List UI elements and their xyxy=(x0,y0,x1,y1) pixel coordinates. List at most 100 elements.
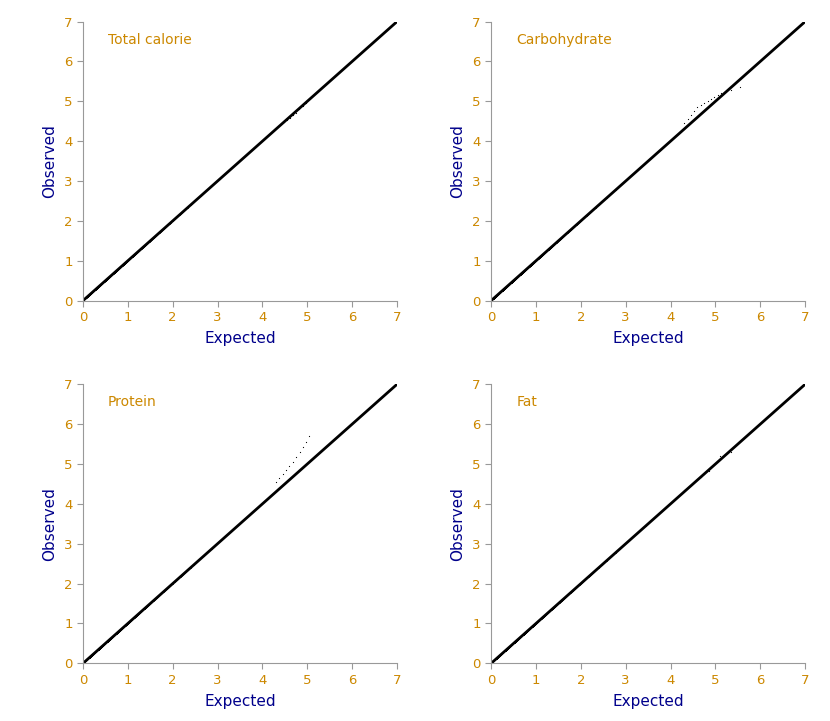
Point xyxy=(97,276,110,288)
Point xyxy=(493,288,506,299)
Point xyxy=(85,650,99,661)
Point xyxy=(100,637,113,649)
Point xyxy=(495,286,508,297)
Point xyxy=(508,274,521,286)
Point xyxy=(122,255,135,266)
Point xyxy=(94,642,107,654)
Point xyxy=(87,286,100,297)
Point xyxy=(89,284,102,296)
Point xyxy=(115,623,128,634)
Point xyxy=(94,642,107,653)
Point xyxy=(489,654,502,665)
Point xyxy=(81,653,95,665)
Point xyxy=(99,637,112,649)
Point xyxy=(89,647,102,658)
Point xyxy=(489,291,502,302)
Point xyxy=(486,294,499,306)
Point xyxy=(492,288,505,299)
Point xyxy=(109,629,122,640)
Point xyxy=(92,644,105,655)
Point xyxy=(499,645,512,656)
Point xyxy=(488,292,501,304)
Point xyxy=(505,277,518,288)
Point xyxy=(488,654,501,665)
Point xyxy=(95,278,109,289)
Point xyxy=(487,655,500,666)
Point xyxy=(85,650,98,662)
Point xyxy=(499,282,512,293)
Point xyxy=(497,283,510,295)
Point xyxy=(110,628,123,640)
Point xyxy=(112,263,125,275)
Point xyxy=(87,285,100,296)
Point xyxy=(97,639,110,650)
Point xyxy=(495,286,508,298)
Point xyxy=(79,655,92,667)
Point xyxy=(485,294,498,306)
Point xyxy=(87,286,100,297)
Point xyxy=(530,618,543,629)
Point xyxy=(510,635,523,647)
Point xyxy=(86,286,100,298)
Point xyxy=(94,642,107,654)
Point xyxy=(533,614,546,626)
Point xyxy=(492,288,505,300)
Point xyxy=(496,648,509,660)
Point xyxy=(486,294,499,306)
Point xyxy=(87,286,100,297)
Point xyxy=(114,262,127,273)
Point xyxy=(491,289,505,301)
Point xyxy=(85,288,98,299)
Point xyxy=(105,632,118,644)
Point xyxy=(510,273,523,284)
Point xyxy=(493,288,506,299)
Point xyxy=(487,293,500,304)
Point xyxy=(79,655,92,667)
Point xyxy=(105,633,118,645)
Point xyxy=(88,284,101,296)
Point xyxy=(94,642,107,653)
Point xyxy=(105,632,118,644)
Point xyxy=(533,614,546,626)
Point xyxy=(509,273,522,285)
Point xyxy=(516,267,530,278)
Point xyxy=(493,650,506,662)
Point xyxy=(97,276,110,288)
Point xyxy=(554,596,567,607)
Point xyxy=(110,628,123,640)
Point xyxy=(488,291,501,303)
Point xyxy=(525,622,538,634)
Point xyxy=(487,292,500,304)
Point xyxy=(101,273,115,284)
Point xyxy=(77,657,90,668)
Point xyxy=(492,288,505,299)
Point xyxy=(99,275,112,286)
Point xyxy=(489,653,502,665)
Point xyxy=(496,284,510,296)
Point xyxy=(81,291,95,302)
Point xyxy=(91,282,105,293)
Point xyxy=(490,653,503,665)
Point xyxy=(487,293,500,304)
Point xyxy=(88,647,101,659)
Point xyxy=(80,655,93,666)
Point xyxy=(82,653,95,664)
Point xyxy=(485,657,498,668)
Point xyxy=(104,633,117,645)
Text: Protein: Protein xyxy=(108,396,157,410)
Point xyxy=(78,293,91,305)
Point xyxy=(527,619,540,631)
Point xyxy=(99,275,112,286)
Point xyxy=(503,278,516,290)
Point xyxy=(486,294,499,306)
Point xyxy=(511,271,525,283)
Point xyxy=(525,260,538,271)
Point xyxy=(91,281,105,293)
Point xyxy=(81,291,94,303)
Point xyxy=(105,269,119,280)
Point xyxy=(515,630,529,642)
Point xyxy=(108,629,121,641)
Point xyxy=(86,648,100,660)
Point xyxy=(558,593,571,604)
Point xyxy=(105,270,118,281)
